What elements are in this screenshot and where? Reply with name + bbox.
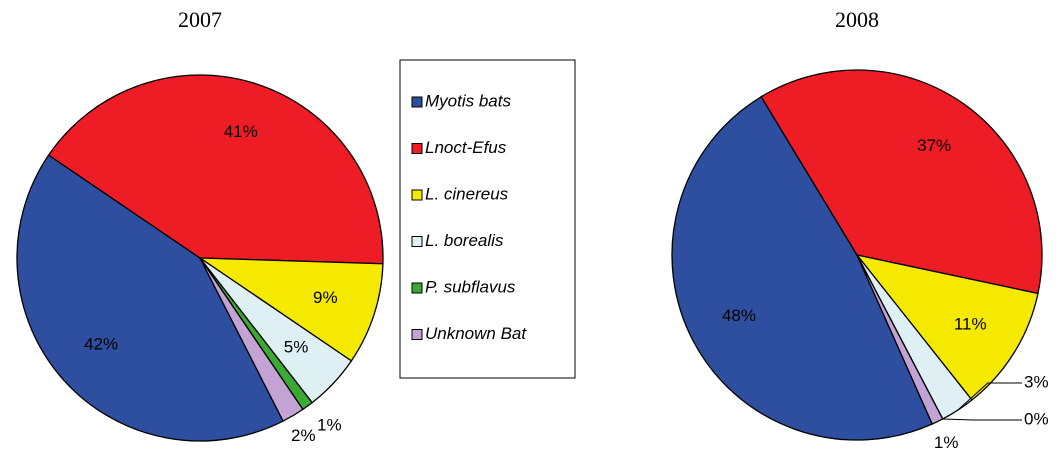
- data-label: 41%: [224, 122, 258, 141]
- legend-label: Myotis bats: [425, 91, 511, 110]
- leader-line: [957, 382, 1022, 411]
- legend-swatch: [411, 282, 423, 294]
- pie-slice: [671, 95, 934, 441]
- data-label: 1%: [934, 433, 959, 452]
- data-label: 42%: [84, 335, 118, 354]
- data-label: 11%: [954, 315, 987, 334]
- data-label: 2%: [291, 426, 316, 445]
- data-label: 0%: [1024, 409, 1049, 428]
- data-label: 9%: [313, 288, 338, 307]
- legend-label: P. subflavus: [425, 277, 516, 296]
- legend-swatch: [411, 96, 423, 108]
- pie-slice: [199, 257, 304, 422]
- data-label: 3%: [1024, 372, 1049, 391]
- legend-swatch: [411, 236, 423, 247]
- pie-slice: [47, 74, 384, 265]
- legend-swatch: [411, 189, 423, 201]
- legend-label: L. cinereus: [425, 184, 509, 203]
- pie-slice: [197, 257, 384, 362]
- legend-box: [399, 59, 576, 379]
- pie-slice: [856, 254, 944, 425]
- legend-label: Lnoct-Efus: [425, 138, 507, 157]
- pie-slice: [855, 253, 1039, 401]
- legend-swatch: [411, 329, 423, 340]
- data-label: 1%: [317, 416, 342, 435]
- data-label: 5%: [284, 338, 309, 357]
- pie-slice: [16, 154, 284, 442]
- legend-label: L. borealis: [425, 231, 504, 250]
- legend-label: Unknown Bat: [425, 324, 527, 343]
- leader-line: [942, 418, 1022, 421]
- data-label: 37%: [917, 136, 951, 155]
- legend-swatch: [411, 143, 423, 154]
- pie-slice: [760, 69, 1043, 295]
- chart-title: 2007: [178, 7, 222, 32]
- data-label: 48%: [722, 306, 756, 325]
- chart-title: 2008: [835, 7, 879, 32]
